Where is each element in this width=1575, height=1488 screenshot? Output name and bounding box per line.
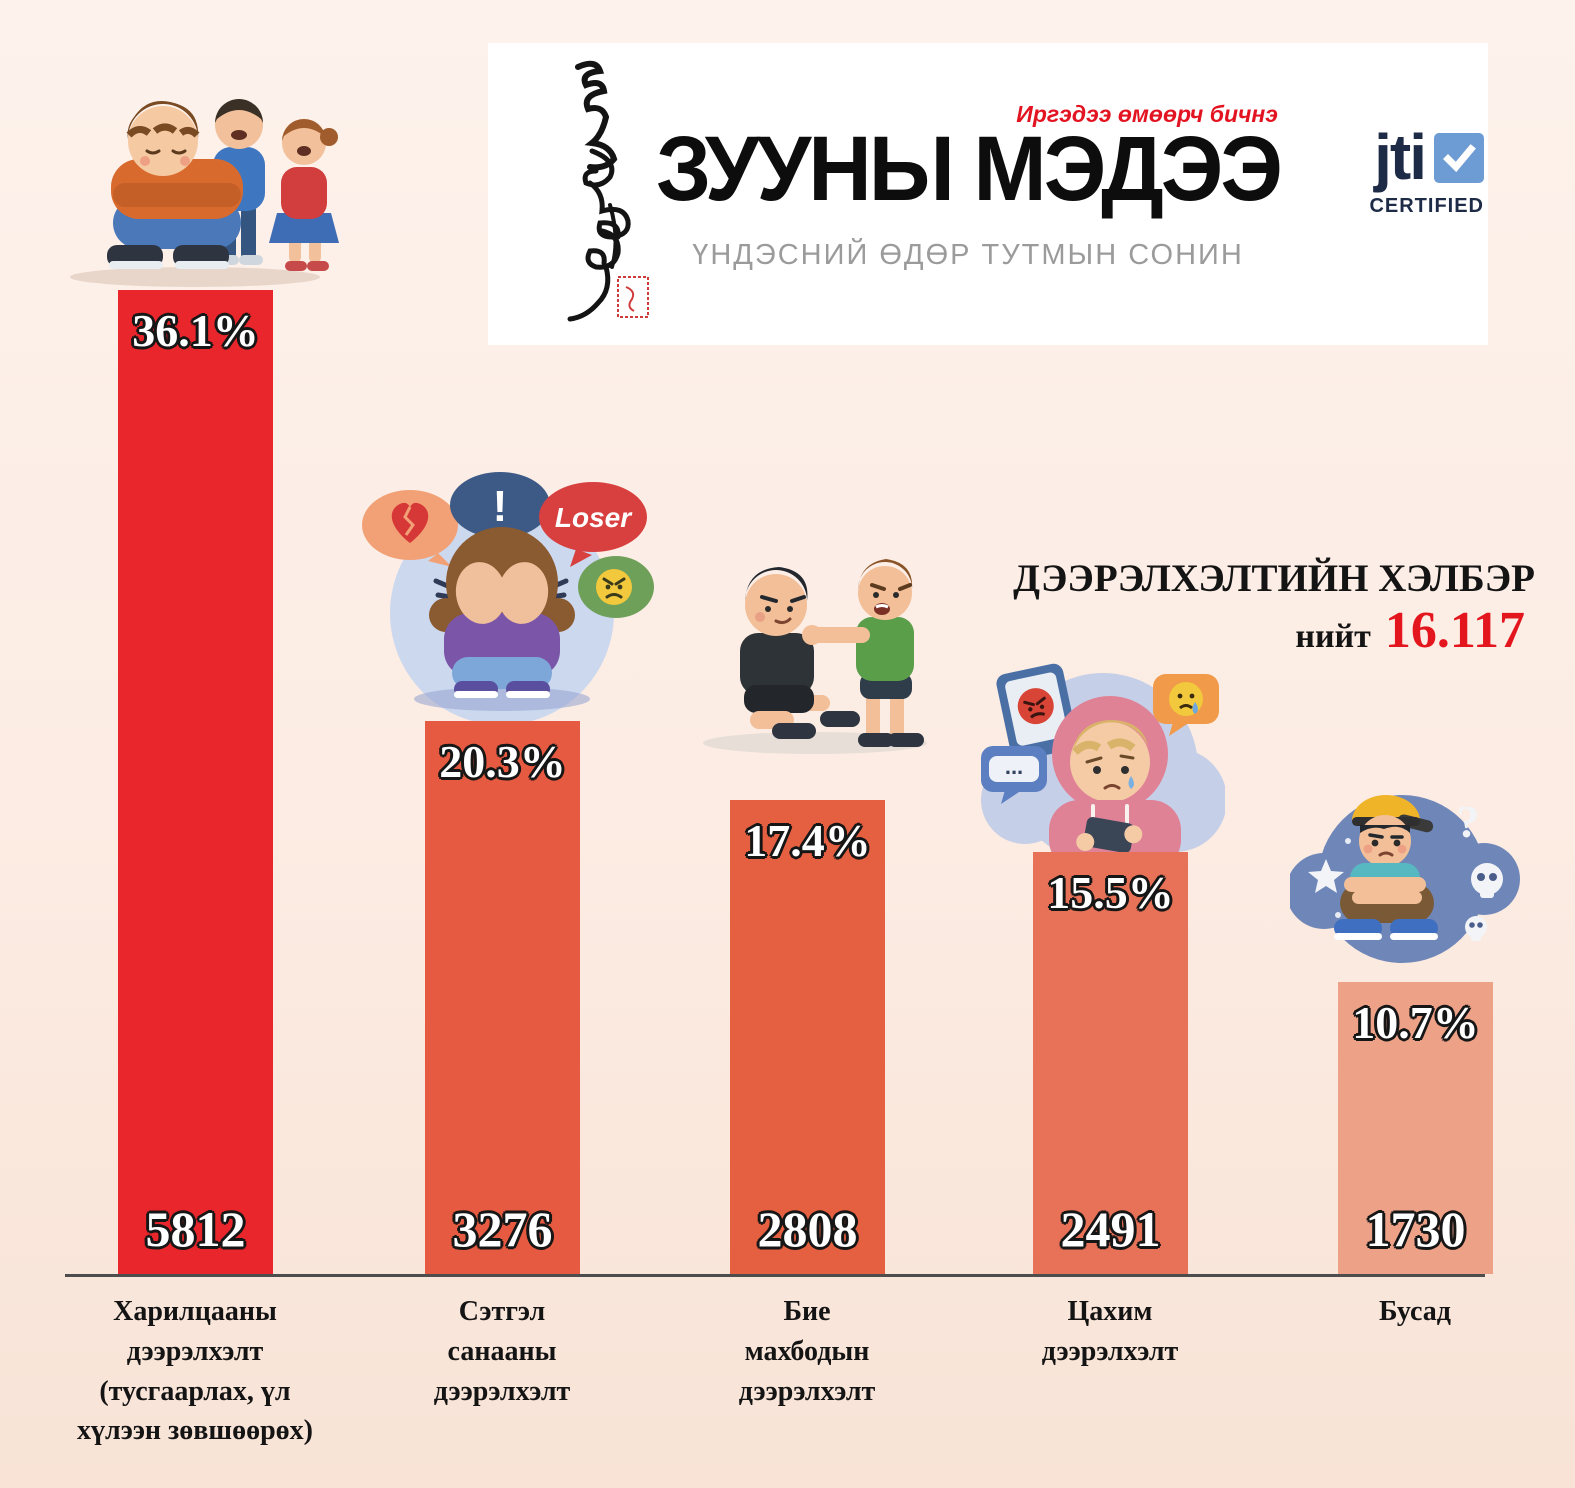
exclamation-bubble-icon: ! bbox=[450, 472, 550, 553]
chart-title: ДЭЭРЭЛХЭЛТИЙН ХЭЛБЭР bbox=[1013, 557, 1535, 600]
illustration-other-bullying: ? bbox=[1290, 795, 1520, 963]
loser-bubble-icon: Loser bbox=[539, 482, 647, 567]
grabbed-boy-figure bbox=[740, 567, 860, 739]
count-label: 2808 bbox=[757, 1201, 858, 1257]
newspaper-subtitle: ҮНДЭСНИЙ ӨДӨР ТУТМЫН СОНИН bbox=[692, 239, 1244, 271]
typing-bubble-icon: ... bbox=[981, 746, 1047, 804]
crying-emoji-bubble-icon bbox=[1153, 674, 1219, 736]
crying-girl-figure bbox=[429, 527, 575, 698]
count-label: 3276 bbox=[452, 1201, 553, 1257]
category-label-cyber: Цахим дээрэлхэлт bbox=[1041, 1296, 1179, 1367]
total-label: нийт bbox=[1295, 618, 1371, 655]
count-label: 5812 bbox=[145, 1201, 246, 1257]
newspaper-slogan: Иргэдээ өмөөрч бичнэ bbox=[1016, 101, 1278, 127]
red-seal-icon bbox=[617, 276, 649, 318]
count-label: 2491 bbox=[1060, 1201, 1161, 1257]
total-line: нийт 16.117 bbox=[990, 601, 1525, 660]
newspaper-header: Иргэдээ өмөөрч бичнэ ЗУУНЫ МЭДЭЭ ҮНДЭСНИ… bbox=[488, 43, 1488, 345]
certified-check-icon bbox=[1434, 133, 1484, 183]
svg-text:...: ... bbox=[1005, 754, 1023, 779]
count-label: 1730 bbox=[1365, 1201, 1466, 1257]
illustration-cyber-bullying: ... bbox=[981, 663, 1225, 870]
illustration-emotional-bullying: ! Loser bbox=[362, 472, 654, 725]
category-label-emotional: Сэтгэл санааны дээрэлхэлт bbox=[433, 1296, 571, 1407]
total-value: 16.117 bbox=[1384, 602, 1525, 659]
bar: 36.1% 5812 bbox=[118, 290, 273, 1274]
certified-label: CERTIFIED bbox=[1369, 194, 1484, 217]
sad-boy-figure bbox=[107, 101, 243, 269]
illustration-exclusion-bullying bbox=[70, 99, 339, 287]
sad-capped-boy-figure bbox=[1334, 795, 1438, 940]
jti-logo-text: jti bbox=[1374, 121, 1427, 193]
star-icon bbox=[1308, 859, 1344, 893]
angry-emoji-bubble-icon bbox=[578, 556, 654, 618]
svg-text:!: ! bbox=[493, 482, 508, 531]
newspaper-title: ЗУУНЫ МЭДЭЭ bbox=[655, 116, 1283, 220]
svg-text:Loser: Loser bbox=[555, 502, 633, 533]
category-label-exclusion: Харилцааны дээрэлхэлт (тусгаарлах, үл хү… bbox=[77, 1296, 313, 1447]
grabbing-boy-figure bbox=[802, 559, 924, 747]
percent-label: 15.5% bbox=[1047, 867, 1174, 918]
jti-certified-logo: jti CERTIFIED bbox=[1328, 121, 1484, 218]
category-label-physical: Бие махбодын дээрэлхэлт bbox=[738, 1296, 876, 1407]
bar: 20.3% 3276 bbox=[425, 721, 580, 1274]
question-mark-icon: ? bbox=[1457, 796, 1480, 847]
laughing-girl-figure bbox=[269, 119, 339, 271]
angry-tablet-icon bbox=[996, 663, 1078, 761]
category-label-other: Бусад bbox=[1379, 1296, 1451, 1327]
bar: 10.7% 1730 bbox=[1338, 982, 1493, 1274]
mongolian-calligraphy-icon bbox=[567, 60, 649, 322]
percent-label: 20.3% bbox=[439, 736, 566, 787]
x-axis-line bbox=[65, 1274, 1485, 1277]
bar: 15.5% 2491 bbox=[1033, 852, 1188, 1274]
bar: 17.4% 2808 bbox=[730, 800, 885, 1274]
percent-label: 10.7% bbox=[1352, 997, 1479, 1048]
broken-heart-bubble-icon bbox=[362, 490, 458, 567]
skull-small-icon bbox=[1465, 916, 1487, 941]
skull-icon bbox=[1471, 863, 1503, 898]
percent-label: 17.4% bbox=[744, 815, 871, 866]
illustration-physical-bullying bbox=[703, 559, 927, 754]
percent-label: 36.1% bbox=[132, 305, 259, 356]
